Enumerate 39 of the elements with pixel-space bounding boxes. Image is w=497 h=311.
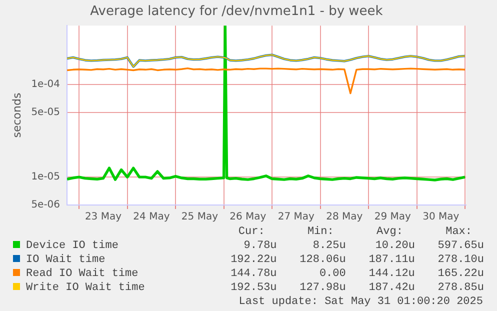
legend-label: Write IO Wait time	[25, 281, 146, 295]
y-tick-label: 5e-06	[31, 200, 60, 211]
text: Min:	[306, 225, 335, 239]
text: Max:	[444, 225, 473, 239]
x-tick-label: 30 May	[422, 212, 460, 223]
text: 144.12u	[368, 267, 415, 281]
x-tick-label: 26 May	[230, 212, 266, 223]
text: 8.25u	[312, 239, 346, 253]
legend-label: Device IO time	[25, 239, 120, 253]
x-tick-label: 29 May	[374, 212, 412, 223]
text: Avg:	[376, 225, 404, 239]
text: 165.22u	[436, 267, 484, 281]
x-tick-label: 27 May	[278, 212, 315, 223]
text: 144.78u	[230, 267, 277, 281]
x-tick-label: 28 May	[326, 212, 363, 223]
chart-title: Average latency for /dev/nvme1n1 - by week	[90, 4, 384, 20]
y-tick-label: 5e-05	[31, 106, 60, 118]
y-tick-label: 1e-04	[31, 78, 60, 90]
text: 192.53u	[230, 281, 277, 295]
text: 9.78u	[242, 239, 277, 253]
text: 597.65u	[436, 239, 484, 253]
text: 187.42u	[368, 281, 415, 295]
y-axis-title: seconds	[10, 92, 24, 138]
legend-label: Read IO Wait time	[25, 267, 140, 281]
text: 128.06u	[298, 253, 346, 267]
text: 192.22u	[230, 253, 277, 267]
text: 278.10u	[436, 253, 484, 267]
legend-label: IO Wait time	[25, 253, 106, 267]
text: 278.85u	[436, 281, 484, 295]
y-tick-label: 1e-05	[31, 172, 60, 183]
text: 10.20u	[374, 239, 415, 253]
text: 187.11u	[368, 253, 415, 267]
x-tick-label: 23 May	[84, 212, 122, 223]
text: 0.00	[318, 267, 346, 281]
x-tick-label: 24 May	[133, 212, 170, 223]
text: Cur:	[237, 225, 266, 239]
text: 127.98u	[298, 281, 346, 295]
x-tick-label: 25 May	[181, 212, 218, 223]
text: Last update: Sat May 31 01:00:20 2025	[238, 295, 484, 309]
